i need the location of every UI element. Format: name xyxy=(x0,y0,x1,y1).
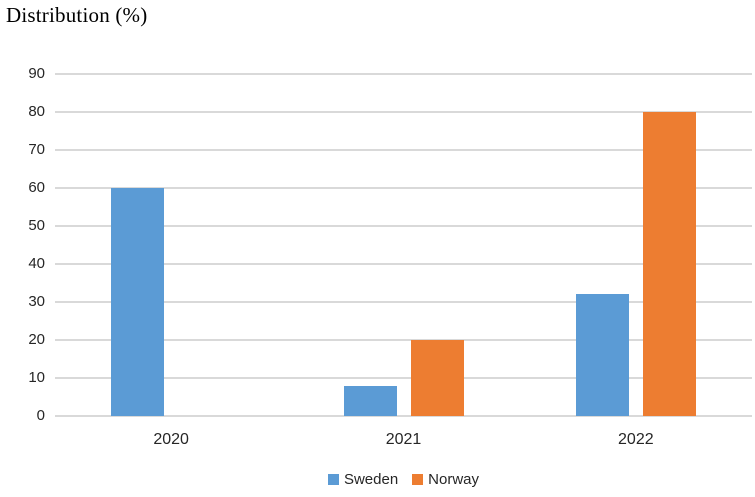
bar-norway-2022 xyxy=(642,112,696,416)
y-axis-label-60: 60 xyxy=(28,179,45,196)
y-axis-label-10: 10 xyxy=(28,369,45,386)
y-axis-label-0: 0 xyxy=(36,407,45,424)
gridline-60 xyxy=(55,187,752,189)
gridlines xyxy=(55,73,752,417)
gridline-30 xyxy=(55,301,752,303)
y-axis-label-40: 40 xyxy=(28,255,45,272)
plot-area xyxy=(55,73,752,417)
y-axis: 0 10 20 30 40 50 60 70 80 90 xyxy=(0,65,45,424)
gridline-90 xyxy=(55,73,752,75)
y-axis-label-20: 20 xyxy=(28,331,45,348)
y-axis-label-30: 30 xyxy=(28,293,45,310)
gridline-80 xyxy=(55,111,752,113)
legend-item-sweden: Sweden xyxy=(327,470,399,488)
legend-label-norway: Norway xyxy=(428,470,480,488)
gridline-40 xyxy=(55,263,752,265)
gridline-70 xyxy=(55,149,752,151)
bar-group xyxy=(55,74,752,416)
chart-title: Distribution (%) xyxy=(6,3,148,27)
y-axis-label-90: 90 xyxy=(28,65,45,82)
bar-sweden-2022 xyxy=(575,294,629,416)
bar-sweden-2021 xyxy=(343,385,397,416)
y-axis-label-50: 50 xyxy=(28,217,45,234)
legend-swatch-sweden xyxy=(327,473,339,485)
x-axis-label-2020: 2020 xyxy=(153,431,189,448)
gridline-10 xyxy=(55,377,752,379)
x-axis: 2020 2021 2022 xyxy=(55,428,752,452)
x-axis-label-2022: 2022 xyxy=(618,431,654,448)
legend: Sweden Norway xyxy=(55,466,752,492)
y-axis-label-80: 80 xyxy=(28,103,45,120)
gridline-20 xyxy=(55,339,752,341)
gridline-50 xyxy=(55,225,752,227)
legend-item-norway: Norway xyxy=(412,471,479,488)
bar-sweden-2020 xyxy=(111,188,165,416)
legend-label-sweden: Sweden xyxy=(343,470,399,488)
y-axis-label-70: 70 xyxy=(28,141,45,158)
legend-swatch-norway xyxy=(412,473,424,485)
x-axis-label-2021: 2021 xyxy=(385,431,422,448)
gridline-0 xyxy=(55,415,752,417)
bar-norway-2021 xyxy=(410,340,464,416)
